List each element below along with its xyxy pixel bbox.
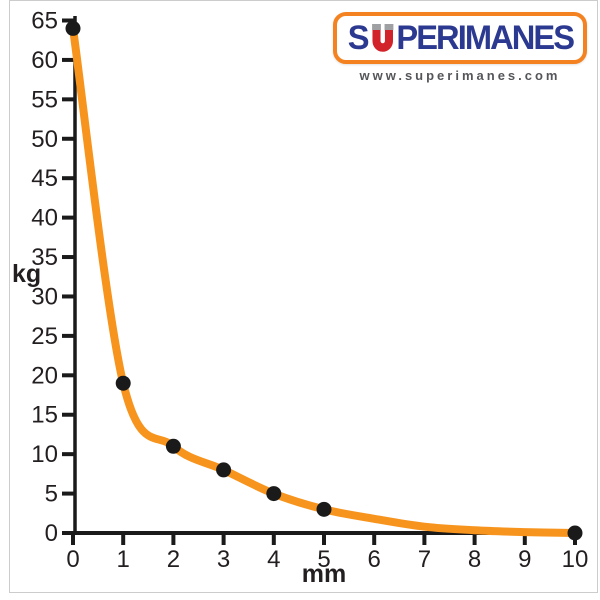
y-tick-label: 35 bbox=[31, 244, 58, 271]
y-tick-label: 45 bbox=[31, 165, 58, 192]
brand-text-after: PERIMANES bbox=[395, 18, 575, 57]
x-tick-label: 6 bbox=[368, 546, 381, 573]
x-tick-label: 3 bbox=[217, 546, 230, 573]
y-axis-label: kg bbox=[12, 260, 42, 288]
logo-url: www.superimanes.com bbox=[359, 68, 561, 83]
data-point-marker bbox=[115, 375, 131, 391]
brand-text-before: S bbox=[347, 18, 369, 57]
brand-name: S PERIMANES bbox=[347, 18, 575, 58]
data-point-marker bbox=[316, 501, 332, 517]
x-tick-label: 8 bbox=[468, 546, 481, 573]
x-tick-label: 0 bbox=[66, 546, 79, 573]
y-tick-label: 30 bbox=[31, 283, 58, 310]
data-point-marker bbox=[165, 438, 181, 454]
data-point-marker bbox=[65, 20, 81, 36]
y-tick-label: 20 bbox=[31, 362, 58, 389]
x-tick-label: 1 bbox=[117, 546, 130, 573]
superimanes-logo: S PERIMANES www.superimanes.com bbox=[333, 12, 587, 83]
x-tick-label: 2 bbox=[167, 546, 180, 573]
y-tick-label: 0 bbox=[45, 520, 58, 547]
y-tick-label: 55 bbox=[31, 86, 58, 113]
x-tick-label: 7 bbox=[418, 546, 431, 573]
data-point-marker bbox=[567, 525, 583, 541]
data-point-marker bbox=[266, 486, 282, 502]
y-tick-label: 65 bbox=[31, 8, 58, 35]
y-tick-label: 15 bbox=[31, 402, 58, 429]
x-axis-label: mm bbox=[301, 560, 347, 588]
x-tick-label: 10 bbox=[562, 546, 589, 573]
x-tick-label: 4 bbox=[267, 546, 280, 573]
y-tick-label: 5 bbox=[45, 481, 58, 508]
x-tick-label: 5 bbox=[317, 546, 330, 573]
horseshoe-magnet-icon bbox=[371, 24, 393, 52]
y-tick-label: 40 bbox=[31, 205, 58, 232]
y-tick-label: 60 bbox=[31, 47, 58, 74]
y-tick-label: 10 bbox=[31, 441, 58, 468]
data-point-marker bbox=[216, 462, 232, 478]
y-tick-label: 25 bbox=[31, 323, 58, 350]
x-tick-label: 9 bbox=[518, 546, 531, 573]
y-tick-label: 50 bbox=[31, 126, 58, 153]
logo-box: S PERIMANES bbox=[333, 12, 587, 64]
force-curve bbox=[69, 24, 579, 537]
